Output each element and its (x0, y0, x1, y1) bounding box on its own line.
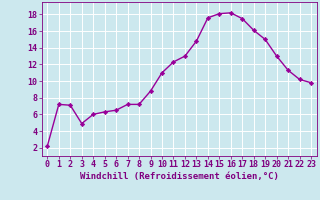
X-axis label: Windchill (Refroidissement éolien,°C): Windchill (Refroidissement éolien,°C) (80, 172, 279, 181)
